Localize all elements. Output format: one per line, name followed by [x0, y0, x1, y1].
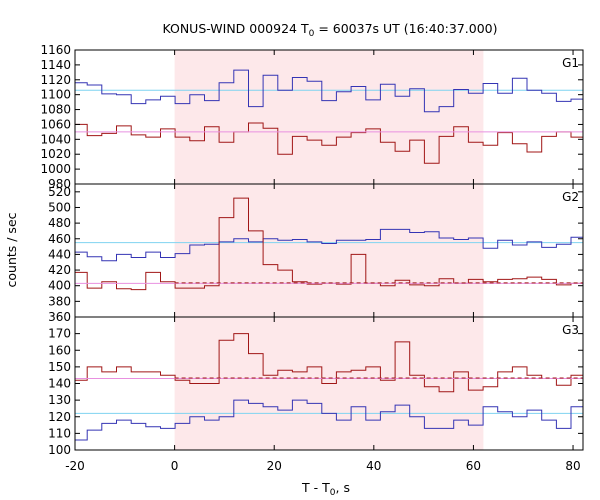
y-tick-label: 1120 [40, 73, 71, 87]
y-tick-label: 380 [48, 294, 71, 308]
series-red-g1 [75, 122, 583, 164]
y-axis-label: counts / sec [4, 212, 19, 287]
y-tick-label: 1040 [40, 132, 71, 146]
highlight-region [174, 50, 484, 184]
y-tick-label: 1020 [40, 147, 71, 161]
x-tick-label: 0 [171, 459, 179, 473]
y-tick-label: 140 [48, 377, 71, 391]
y-tick-label: 1100 [40, 88, 71, 102]
y-tick-label: 160 [48, 343, 71, 357]
y-tick-label: 170 [48, 327, 71, 341]
y-tick-label: 440 [48, 247, 71, 261]
series-blue-g1 [75, 69, 583, 113]
x-tick-label: -20 [65, 459, 85, 473]
y-tick-label: 980 [48, 177, 71, 191]
y-tick-label: 110 [48, 426, 71, 440]
series-blue-g2 [75, 228, 583, 262]
y-tick-label: 1160 [40, 43, 71, 57]
chart-title: KONUS-WIND 000924 T0 = 60037s UT (16:40:… [162, 21, 497, 39]
y-tick-label: 500 [48, 200, 71, 214]
y-tick-label: 480 [48, 216, 71, 230]
y-tick-label: 130 [48, 393, 71, 407]
y-tick-label: 120 [48, 410, 71, 424]
x-axis-label: T - T0, s [301, 480, 350, 498]
y-tick-label: 1060 [40, 117, 71, 131]
y-tick-label: 400 [48, 279, 71, 293]
panel-label: G1 [562, 56, 579, 70]
highlight-region [174, 184, 484, 317]
y-tick-label: 150 [48, 360, 71, 374]
panel-label: G3 [562, 323, 579, 337]
x-tick-label: 40 [366, 459, 381, 473]
y-tick-label: 360 [48, 310, 71, 324]
x-tick-label: 20 [267, 459, 282, 473]
x-tick-label: 60 [466, 459, 481, 473]
series-blue-g3 [75, 399, 583, 441]
x-tick-label: 80 [565, 459, 580, 473]
y-tick-label: 100 [48, 443, 71, 457]
y-tick-label: 1080 [40, 103, 71, 117]
panel-label: G2 [562, 190, 579, 204]
y-tick-label: 1000 [40, 162, 71, 176]
y-tick-label: 1140 [40, 58, 71, 72]
y-tick-label: 420 [48, 263, 71, 277]
panel-g3: 100 110 120 130 140 150 160 170 G3 [48, 316, 584, 457]
y-tick-label: 520 [48, 185, 71, 199]
y-tick-label: 460 [48, 232, 71, 246]
